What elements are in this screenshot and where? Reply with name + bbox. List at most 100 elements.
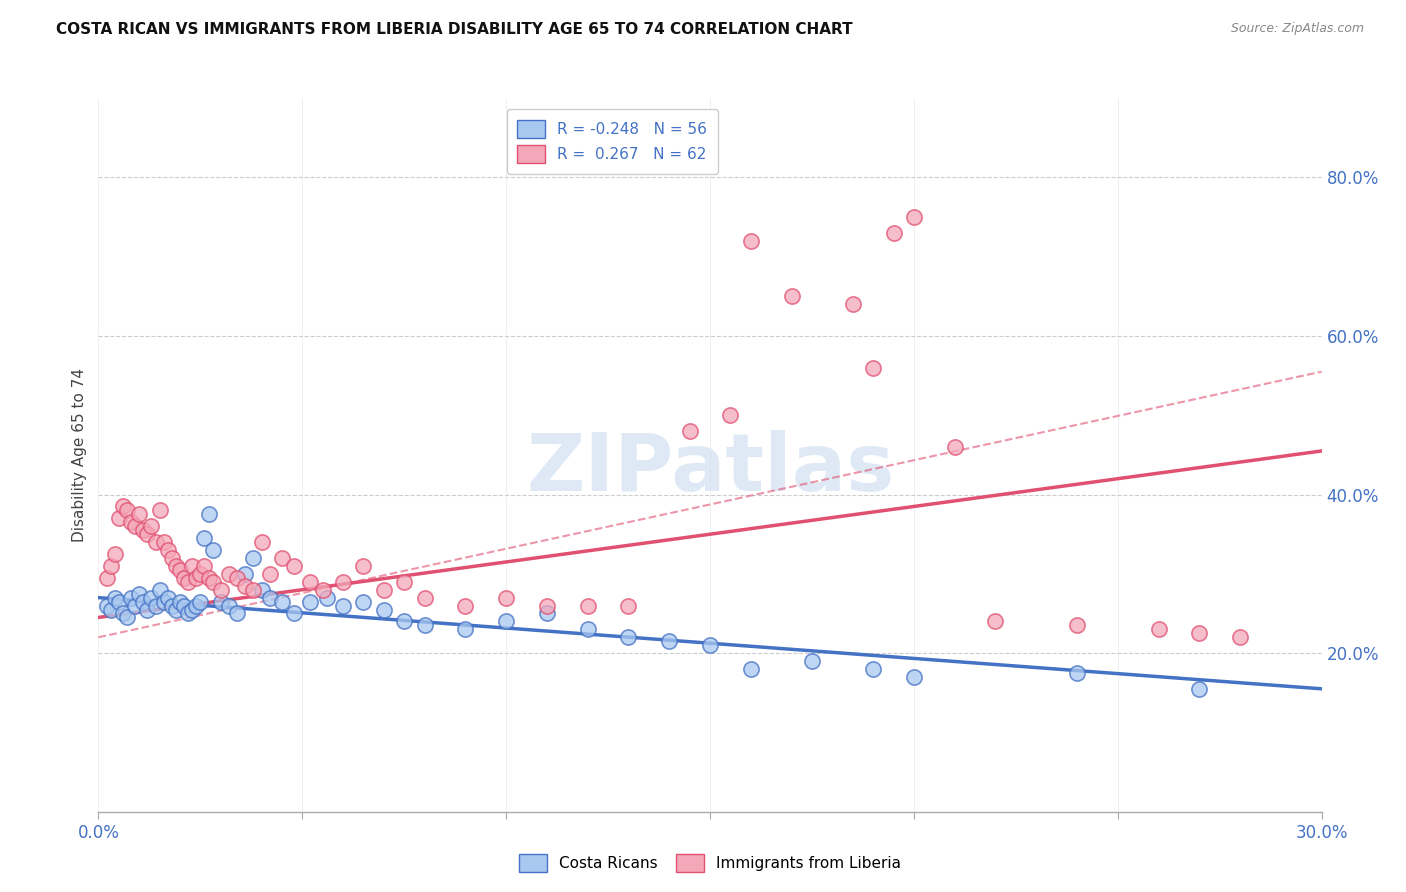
Point: [373, 602, 395, 616]
Point: [332, 599, 354, 613]
Point: [299, 574, 322, 589]
Point: [132, 594, 155, 608]
Point: [186, 599, 208, 613]
Point: [679, 424, 702, 438]
Point: [413, 591, 436, 605]
Point: [186, 571, 208, 585]
Point: [454, 599, 477, 613]
Point: [883, 226, 905, 240]
Text: Source: ZipAtlas.com: Source: ZipAtlas.com: [1230, 22, 1364, 36]
Point: [233, 579, 256, 593]
Point: [392, 615, 416, 629]
Point: [250, 535, 273, 549]
Point: [173, 599, 195, 613]
Point: [96, 599, 118, 613]
Point: [740, 662, 762, 676]
Text: ZIPatlas: ZIPatlas: [526, 430, 894, 508]
Point: [165, 602, 187, 616]
Point: [188, 594, 212, 608]
Point: [177, 607, 200, 621]
Point: [283, 558, 305, 573]
Point: [270, 551, 294, 566]
Point: [149, 503, 172, 517]
Point: [903, 670, 925, 684]
Point: [312, 582, 335, 597]
Point: [862, 360, 884, 375]
Point: [108, 594, 131, 608]
Point: [193, 558, 215, 573]
Point: [136, 527, 159, 541]
Point: [903, 210, 925, 224]
Point: [373, 582, 395, 597]
Point: [124, 519, 146, 533]
Point: [218, 599, 240, 613]
Point: [104, 547, 127, 561]
Point: [152, 535, 174, 549]
Point: [111, 500, 134, 514]
Point: [141, 519, 163, 533]
Point: [1147, 623, 1170, 637]
Point: [1066, 618, 1088, 632]
Point: [250, 582, 273, 597]
Point: [299, 594, 322, 608]
Point: [149, 582, 172, 597]
Point: [720, 409, 742, 423]
Point: [177, 574, 200, 589]
Point: [862, 662, 884, 676]
Point: [201, 543, 224, 558]
Point: [943, 440, 966, 454]
Point: [156, 543, 179, 558]
Point: [201, 574, 224, 589]
Point: [699, 638, 721, 652]
Point: [145, 599, 167, 613]
Point: [145, 535, 167, 549]
Point: [160, 551, 183, 566]
Point: [128, 587, 150, 601]
Point: [120, 516, 142, 530]
Point: [352, 594, 374, 608]
Point: [984, 615, 1007, 629]
Point: [495, 615, 517, 629]
Point: [536, 599, 558, 613]
Point: [193, 531, 215, 545]
Point: [780, 289, 803, 303]
Point: [454, 623, 477, 637]
Point: [100, 558, 122, 573]
Legend: Costa Ricans, Immigrants from Liberia: Costa Ricans, Immigrants from Liberia: [509, 844, 911, 882]
Point: [270, 594, 294, 608]
Point: [576, 623, 599, 637]
Point: [173, 571, 195, 585]
Point: [226, 607, 249, 621]
Point: [188, 566, 212, 581]
Y-axis label: Disability Age 65 to 74: Disability Age 65 to 74: [72, 368, 87, 542]
Point: [96, 571, 118, 585]
Point: [413, 618, 436, 632]
Point: [1188, 681, 1211, 696]
Point: [283, 607, 305, 621]
Point: [841, 297, 863, 311]
Point: [1066, 665, 1088, 680]
Point: [576, 599, 599, 613]
Point: [100, 602, 122, 616]
Point: [226, 571, 249, 585]
Point: [495, 591, 517, 605]
Text: COSTA RICAN VS IMMIGRANTS FROM LIBERIA DISABILITY AGE 65 TO 74 CORRELATION CHART: COSTA RICAN VS IMMIGRANTS FROM LIBERIA D…: [56, 22, 853, 37]
Point: [115, 503, 138, 517]
Point: [141, 591, 163, 605]
Point: [352, 558, 374, 573]
Point: [801, 654, 824, 668]
Point: [233, 566, 256, 581]
Point: [152, 594, 174, 608]
Point: [536, 607, 558, 621]
Point: [104, 591, 127, 605]
Point: [332, 574, 354, 589]
Point: [120, 591, 142, 605]
Point: [259, 566, 281, 581]
Point: [128, 508, 150, 522]
Point: [181, 602, 204, 616]
Point: [197, 571, 219, 585]
Point: [259, 591, 281, 605]
Point: [197, 508, 219, 522]
Point: [242, 551, 264, 566]
Point: [392, 574, 416, 589]
